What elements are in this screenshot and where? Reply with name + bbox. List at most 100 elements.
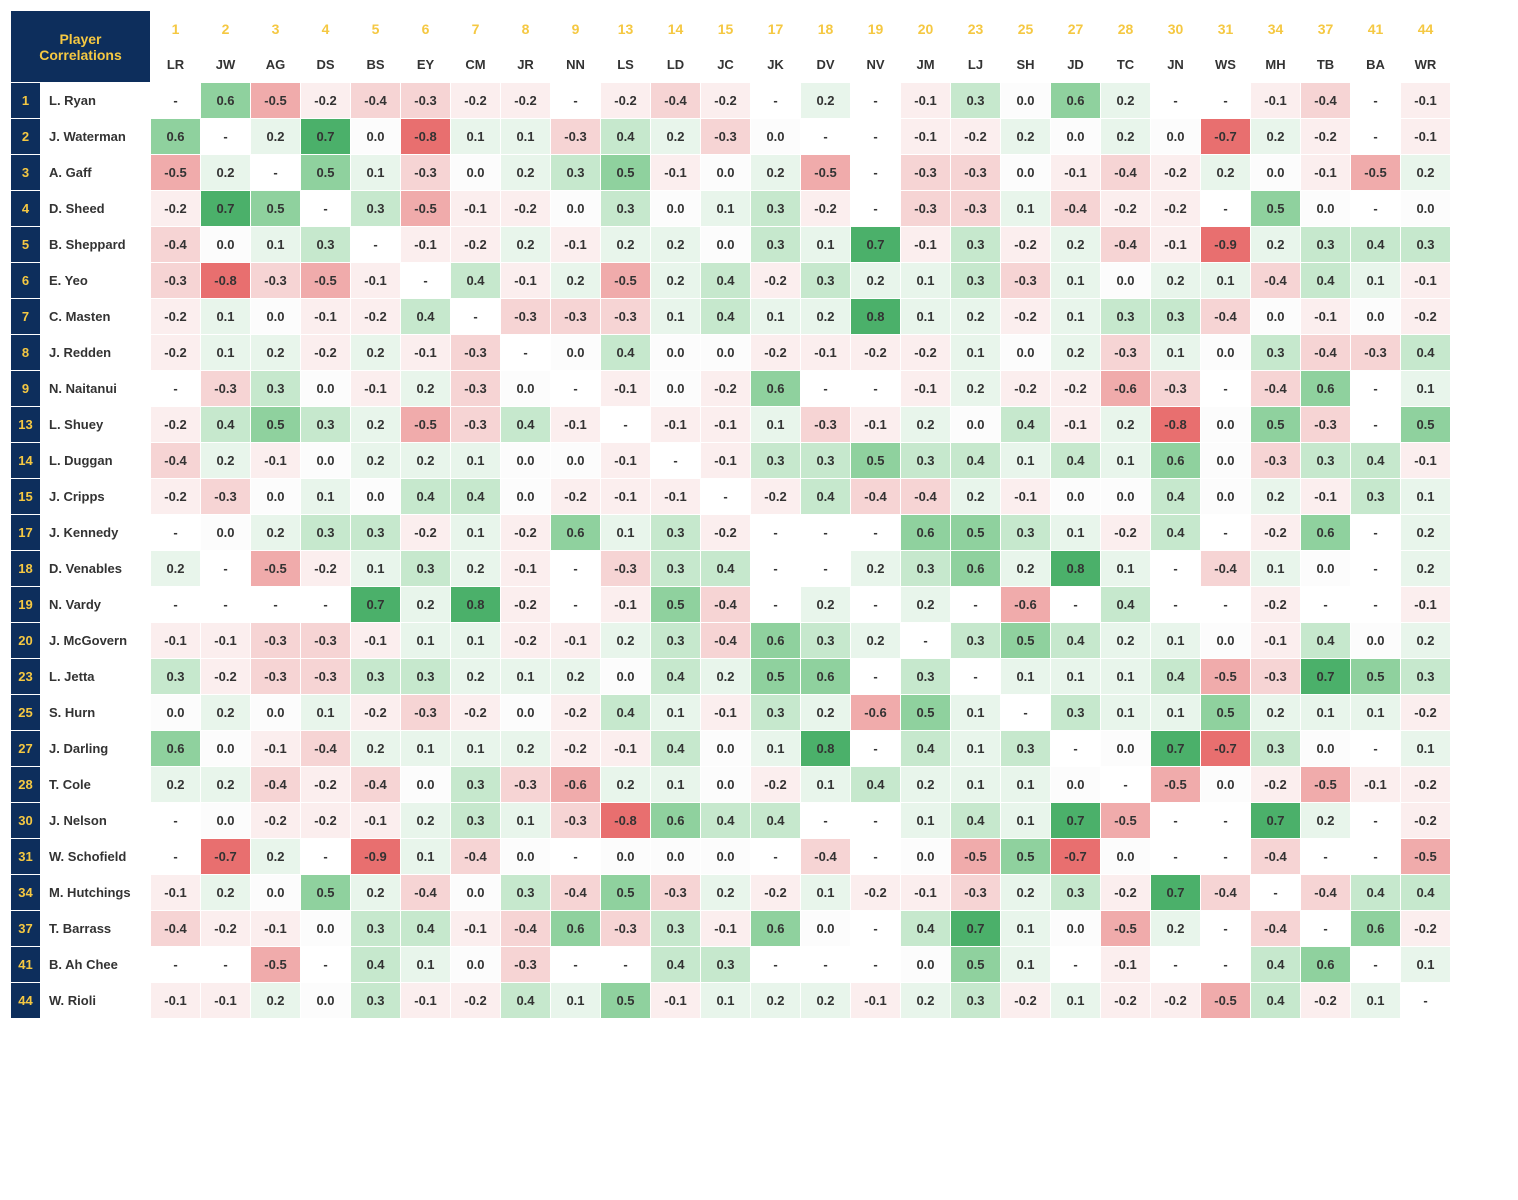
col-initials: LJ: [951, 47, 1001, 83]
correlation-cell: 0.3: [1101, 299, 1151, 335]
row-player-name: L. Ryan: [41, 83, 151, 119]
col-initials: SH: [1001, 47, 1051, 83]
correlation-cell: 0.1: [1001, 947, 1051, 983]
row-number: 41: [11, 947, 41, 983]
correlation-cell: -: [151, 803, 201, 839]
correlation-cell: 0.3: [301, 407, 351, 443]
correlation-cell: -: [1201, 839, 1251, 875]
correlation-cell: 0.7: [1301, 659, 1351, 695]
correlation-cell: 0.1: [1101, 551, 1151, 587]
correlation-cell: -: [801, 119, 851, 155]
col-number: 13: [601, 11, 651, 47]
correlation-cell: 0.0: [451, 875, 501, 911]
correlation-cell: -0.4: [1201, 299, 1251, 335]
correlation-cell: 0.1: [451, 623, 501, 659]
correlation-cell: -0.2: [1101, 191, 1151, 227]
correlation-cell: -0.3: [951, 191, 1001, 227]
correlation-cell: 0.6: [1301, 947, 1351, 983]
correlation-cell: -: [851, 659, 901, 695]
col-number: 18: [801, 11, 851, 47]
correlation-cell: -: [1201, 83, 1251, 119]
correlation-cell: -0.1: [1401, 83, 1451, 119]
correlation-cell: 0.3: [951, 983, 1001, 1019]
correlation-cell: 0.2: [1151, 911, 1201, 947]
correlation-cell: -: [751, 947, 801, 983]
correlation-cell: 0.4: [401, 479, 451, 515]
correlation-cell: 0.2: [701, 659, 751, 695]
correlation-cell: -0.5: [1351, 155, 1401, 191]
row-number: 23: [11, 659, 41, 695]
correlation-cell: -0.4: [251, 767, 301, 803]
correlation-cell: 0.6: [1301, 515, 1351, 551]
correlation-cell: 0.6: [951, 551, 1001, 587]
correlation-cell: 0.0: [1101, 263, 1151, 299]
correlation-cell: -: [1351, 407, 1401, 443]
correlation-cell: 0.6: [551, 515, 601, 551]
correlation-cell: 0.0: [501, 839, 551, 875]
correlation-cell: 0.3: [901, 659, 951, 695]
correlation-cell: -: [1351, 371, 1401, 407]
col-number: 19: [851, 11, 901, 47]
correlation-cell: 0.0: [751, 119, 801, 155]
correlation-cell: -: [751, 83, 801, 119]
correlation-cell: -0.5: [1401, 839, 1451, 875]
correlation-cell: -0.3: [1251, 443, 1301, 479]
correlation-cell: 0.3: [651, 515, 701, 551]
correlation-cell: 0.1: [801, 767, 851, 803]
row-player-name: J. Cripps: [41, 479, 151, 515]
row-player-name: B. Sheppard: [41, 227, 151, 263]
row-number: 15: [11, 479, 41, 515]
correlation-cell: -: [951, 587, 1001, 623]
correlation-cell: -0.2: [951, 119, 1001, 155]
correlation-cell: 0.3: [651, 911, 701, 947]
correlation-cell: -0.2: [551, 479, 601, 515]
correlation-cell: 0.4: [1401, 875, 1451, 911]
correlation-cell: 0.0: [1201, 623, 1251, 659]
table-row: 23L. Jetta0.3-0.2-0.3-0.30.30.30.20.10.2…: [11, 659, 1451, 695]
correlation-cell: -0.8: [601, 803, 651, 839]
correlation-cell: 0.0: [601, 839, 651, 875]
correlation-cell: -0.3: [701, 119, 751, 155]
correlation-cell: -: [851, 191, 901, 227]
correlation-cell: 0.7: [201, 191, 251, 227]
correlation-cell: 0.4: [601, 695, 651, 731]
correlation-cell: 0.2: [801, 587, 851, 623]
correlation-cell: 0.1: [651, 299, 701, 335]
correlation-cell: 0.5: [951, 515, 1001, 551]
correlation-cell: 0.1: [251, 227, 301, 263]
correlation-cell: -: [1201, 911, 1251, 947]
correlation-cell: -0.2: [401, 515, 451, 551]
correlation-cell: 0.0: [1301, 191, 1351, 227]
correlation-cell: 0.3: [351, 983, 401, 1019]
correlation-cell: -0.2: [501, 587, 551, 623]
table-row: 5B. Sheppard-0.40.00.10.3--0.1-0.20.2-0.…: [11, 227, 1451, 263]
correlation-cell: 0.2: [901, 983, 951, 1019]
correlation-cell: -: [851, 803, 901, 839]
correlation-cell: 0.0: [1201, 407, 1251, 443]
correlation-cell: -0.1: [1301, 155, 1351, 191]
correlation-cell: -0.1: [201, 623, 251, 659]
correlation-cell: 0.3: [301, 515, 351, 551]
row-number: 6: [11, 263, 41, 299]
correlation-cell: -0.3: [1001, 263, 1051, 299]
correlation-cell: -0.1: [401, 227, 451, 263]
correlation-cell: -: [301, 191, 351, 227]
correlation-cell: 0.0: [251, 695, 301, 731]
col-initials: JR: [501, 47, 551, 83]
correlation-cell: -0.2: [1301, 983, 1351, 1019]
correlation-cell: 0.0: [551, 191, 601, 227]
table-row: 2J. Waterman0.6-0.20.70.0-0.80.10.1-0.30…: [11, 119, 1451, 155]
correlation-cell: 0.7: [351, 587, 401, 623]
col-initials: CM: [451, 47, 501, 83]
correlation-cell: 0.3: [651, 551, 701, 587]
correlation-cell: -0.3: [551, 299, 601, 335]
correlation-cell: -: [801, 371, 851, 407]
correlation-cell: 0.0: [301, 983, 351, 1019]
correlation-cell: -0.2: [751, 767, 801, 803]
correlation-cell: 0.0: [1101, 479, 1151, 515]
correlation-cell: -0.1: [251, 911, 301, 947]
row-player-name: J. Kennedy: [41, 515, 151, 551]
table-row: 13L. Shuey-0.20.40.50.30.2-0.5-0.30.4-0.…: [11, 407, 1451, 443]
correlation-cell: 0.4: [1101, 587, 1151, 623]
correlation-cell: 0.5: [1001, 623, 1051, 659]
